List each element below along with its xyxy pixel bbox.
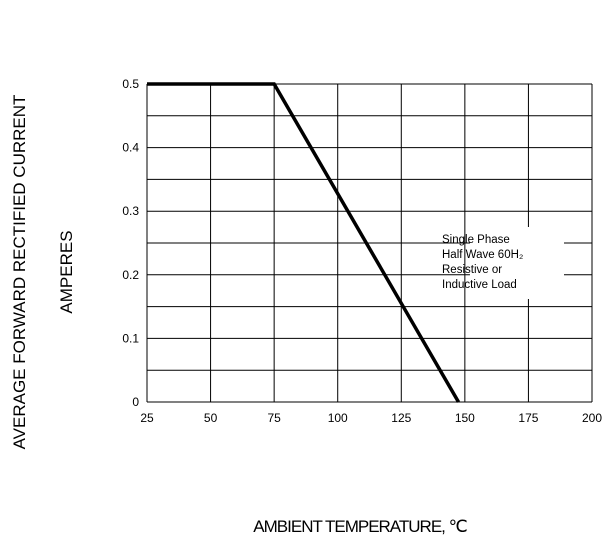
annotation-line: Half Wave 60H₂ bbox=[442, 249, 523, 261]
annotation-line: Inductive Load bbox=[442, 279, 517, 291]
y-axis-label: AVERAGE FORWARD RECTIFIED CURRENT AMPERES bbox=[10, 95, 76, 450]
annotation: Single Phase Half Wave 60H₂ Resistive or In… bbox=[442, 234, 523, 291]
y-tick-label: 0 bbox=[132, 395, 139, 409]
y-tick-label: 0.4 bbox=[122, 141, 139, 155]
y-tick-label: 0.5 bbox=[122, 77, 139, 91]
x-tick-label: 100 bbox=[328, 411, 348, 425]
x-tick-label: 50 bbox=[204, 411, 218, 425]
y-tick-label: 0.3 bbox=[122, 204, 139, 218]
derating-curve bbox=[147, 82, 461, 403]
x-tick-label: 75 bbox=[267, 411, 281, 425]
x-axis-label: AMBIENT TEMPERATURE, ℃ bbox=[253, 517, 466, 536]
x-tick-label: 175 bbox=[518, 411, 538, 425]
y-tick-label: 0.2 bbox=[122, 268, 139, 282]
x-tick-label: 200 bbox=[582, 411, 602, 425]
y-axis-label-line: AVERAGE FORWARD RECTIFIED CURRENT bbox=[10, 95, 29, 450]
y-axis-label-line: AMPERES bbox=[57, 230, 76, 313]
series bbox=[147, 82, 461, 403]
annotation-line: Resistive or bbox=[442, 264, 502, 276]
tick-labels: 25 50 75 100 125 150 175 200 0 0.1 0.2 0.3 0.4 0.5 bbox=[122, 77, 602, 425]
y-tick-label: 0.1 bbox=[122, 331, 139, 345]
x-tick-label: 150 bbox=[455, 411, 475, 425]
annotation-line: Single Phase bbox=[442, 234, 510, 246]
x-tick-label: 125 bbox=[391, 411, 411, 425]
x-tick-label: 25 bbox=[140, 411, 154, 425]
annotation-box bbox=[469, 227, 564, 299]
